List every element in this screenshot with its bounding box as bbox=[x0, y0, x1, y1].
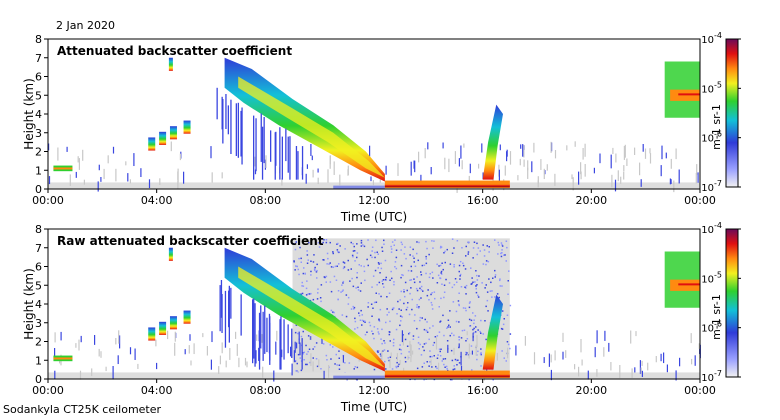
y-tick-label: 4 bbox=[35, 298, 42, 311]
y-tick-label: 7 bbox=[35, 242, 42, 255]
chart-panel-2: 0 1 2 3 4 5 6 7 8 00:00 04:00 08:00 12:00 16:00 20:00 0… bbox=[22, 221, 741, 414]
y-tick-label: 2 bbox=[35, 336, 42, 349]
cloud-patch bbox=[159, 131, 167, 145]
x-tick-label: 20:00 bbox=[575, 194, 607, 207]
colorbar-tick-label: 10-7 bbox=[701, 369, 722, 384]
colorbar-unit: m-1 sr-1 bbox=[710, 294, 723, 340]
cloud-patch bbox=[168, 247, 173, 261]
precip-streaks bbox=[219, 280, 303, 370]
colorbar: 10-710-610-510-4m-1 sr-1 bbox=[701, 31, 741, 194]
y-tick-label: 8 bbox=[35, 33, 42, 46]
y-tick-label: 1 bbox=[35, 354, 42, 367]
low-cloud-core bbox=[53, 357, 73, 360]
y-tick-label: 0 bbox=[35, 183, 42, 196]
x-tick-label: 16:00 bbox=[467, 384, 499, 397]
y-tick-label: 2 bbox=[35, 146, 42, 159]
x-axis-label: Time (UTC) bbox=[340, 210, 407, 224]
panel-title: Attenuated backscatter coefficient bbox=[57, 44, 292, 58]
cloud-patch bbox=[148, 327, 156, 341]
cloud-patch bbox=[148, 137, 156, 151]
y-tick-label: 0 bbox=[35, 373, 42, 386]
x-tick-label: 00:00 bbox=[32, 384, 64, 397]
y-tick-label: 5 bbox=[35, 279, 42, 292]
x-tick-label: 12:00 bbox=[358, 194, 390, 207]
y-tick-label: 1 bbox=[35, 164, 42, 177]
rising-plume bbox=[482, 104, 503, 180]
x-tick-label: 00:00 bbox=[684, 384, 716, 397]
precip-streaks bbox=[216, 87, 304, 180]
low-cloud-core bbox=[53, 167, 73, 170]
late-cloud-core bbox=[678, 283, 700, 286]
colorbar: 10-710-610-510-4m-1 sr-1 bbox=[701, 221, 741, 384]
rising-plume bbox=[482, 294, 503, 370]
y-tick-label: 7 bbox=[35, 52, 42, 65]
y-tick-label: 5 bbox=[35, 89, 42, 102]
x-tick-label: 04:00 bbox=[141, 194, 173, 207]
cloud-patch bbox=[159, 321, 167, 335]
descending-cloud-core bbox=[238, 76, 385, 178]
colorbar-unit: m-1 sr-1 bbox=[710, 104, 723, 150]
colorbar-gradient bbox=[725, 228, 739, 378]
colorbar-gradient bbox=[725, 38, 739, 188]
cloud-patch bbox=[183, 310, 191, 324]
x-tick-label: 20:00 bbox=[575, 384, 607, 397]
x-tick-label: 12:00 bbox=[358, 384, 390, 397]
cloud-patch bbox=[169, 316, 177, 330]
x-tick-label: 16:00 bbox=[467, 194, 499, 207]
y-tick-label: 3 bbox=[35, 317, 42, 330]
date-label: 2 Jan 2020 bbox=[56, 19, 115, 32]
x-tick-label: 04:00 bbox=[141, 384, 173, 397]
footer-label: Sodankyla CT25K ceilometer bbox=[3, 403, 162, 416]
y-tick-label: 6 bbox=[35, 71, 42, 84]
noise-background bbox=[292, 238, 510, 379]
chart-panel-1: 0 1 2 3 4 5 6 7 8 00:00 04:00 08:00 12:00 16:00 20:00 0… bbox=[22, 31, 741, 224]
cloud-patch bbox=[169, 126, 177, 140]
ground-blue-band bbox=[333, 185, 385, 189]
x-axis-label: Time (UTC) bbox=[340, 400, 407, 414]
x-tick-label: 08:00 bbox=[249, 384, 281, 397]
y-tick-label: 6 bbox=[35, 261, 42, 274]
y-axis-label: Height (km) bbox=[22, 78, 36, 149]
colorbar-tick-label: 10-5 bbox=[701, 80, 722, 95]
surface-layer-core bbox=[384, 374, 510, 378]
y-tick-label: 3 bbox=[35, 127, 42, 140]
cloud-patch bbox=[183, 120, 191, 134]
descending-cloud-core bbox=[238, 266, 385, 368]
x-tick-label: 08:00 bbox=[249, 194, 281, 207]
colorbar-tick-label: 10-5 bbox=[701, 270, 722, 285]
x-tick-label: 00:00 bbox=[684, 194, 716, 207]
y-tick-label: 4 bbox=[35, 108, 42, 121]
ground-blue-band bbox=[333, 375, 385, 379]
surface-layer-core bbox=[384, 184, 510, 188]
colorbar-tick-label: 10-4 bbox=[701, 31, 722, 46]
y-axis-label: Height (km) bbox=[22, 268, 36, 339]
late-cloud-core bbox=[678, 93, 700, 96]
y-tick-label: 8 bbox=[35, 223, 42, 236]
x-tick-label: 00:00 bbox=[32, 194, 64, 207]
colorbar-tick-label: 10-7 bbox=[701, 179, 722, 194]
cloud-patch bbox=[168, 57, 173, 71]
colorbar-tick-label: 10-4 bbox=[701, 221, 722, 236]
panel-title: Raw attenuated backscatter coefficient bbox=[57, 234, 324, 248]
